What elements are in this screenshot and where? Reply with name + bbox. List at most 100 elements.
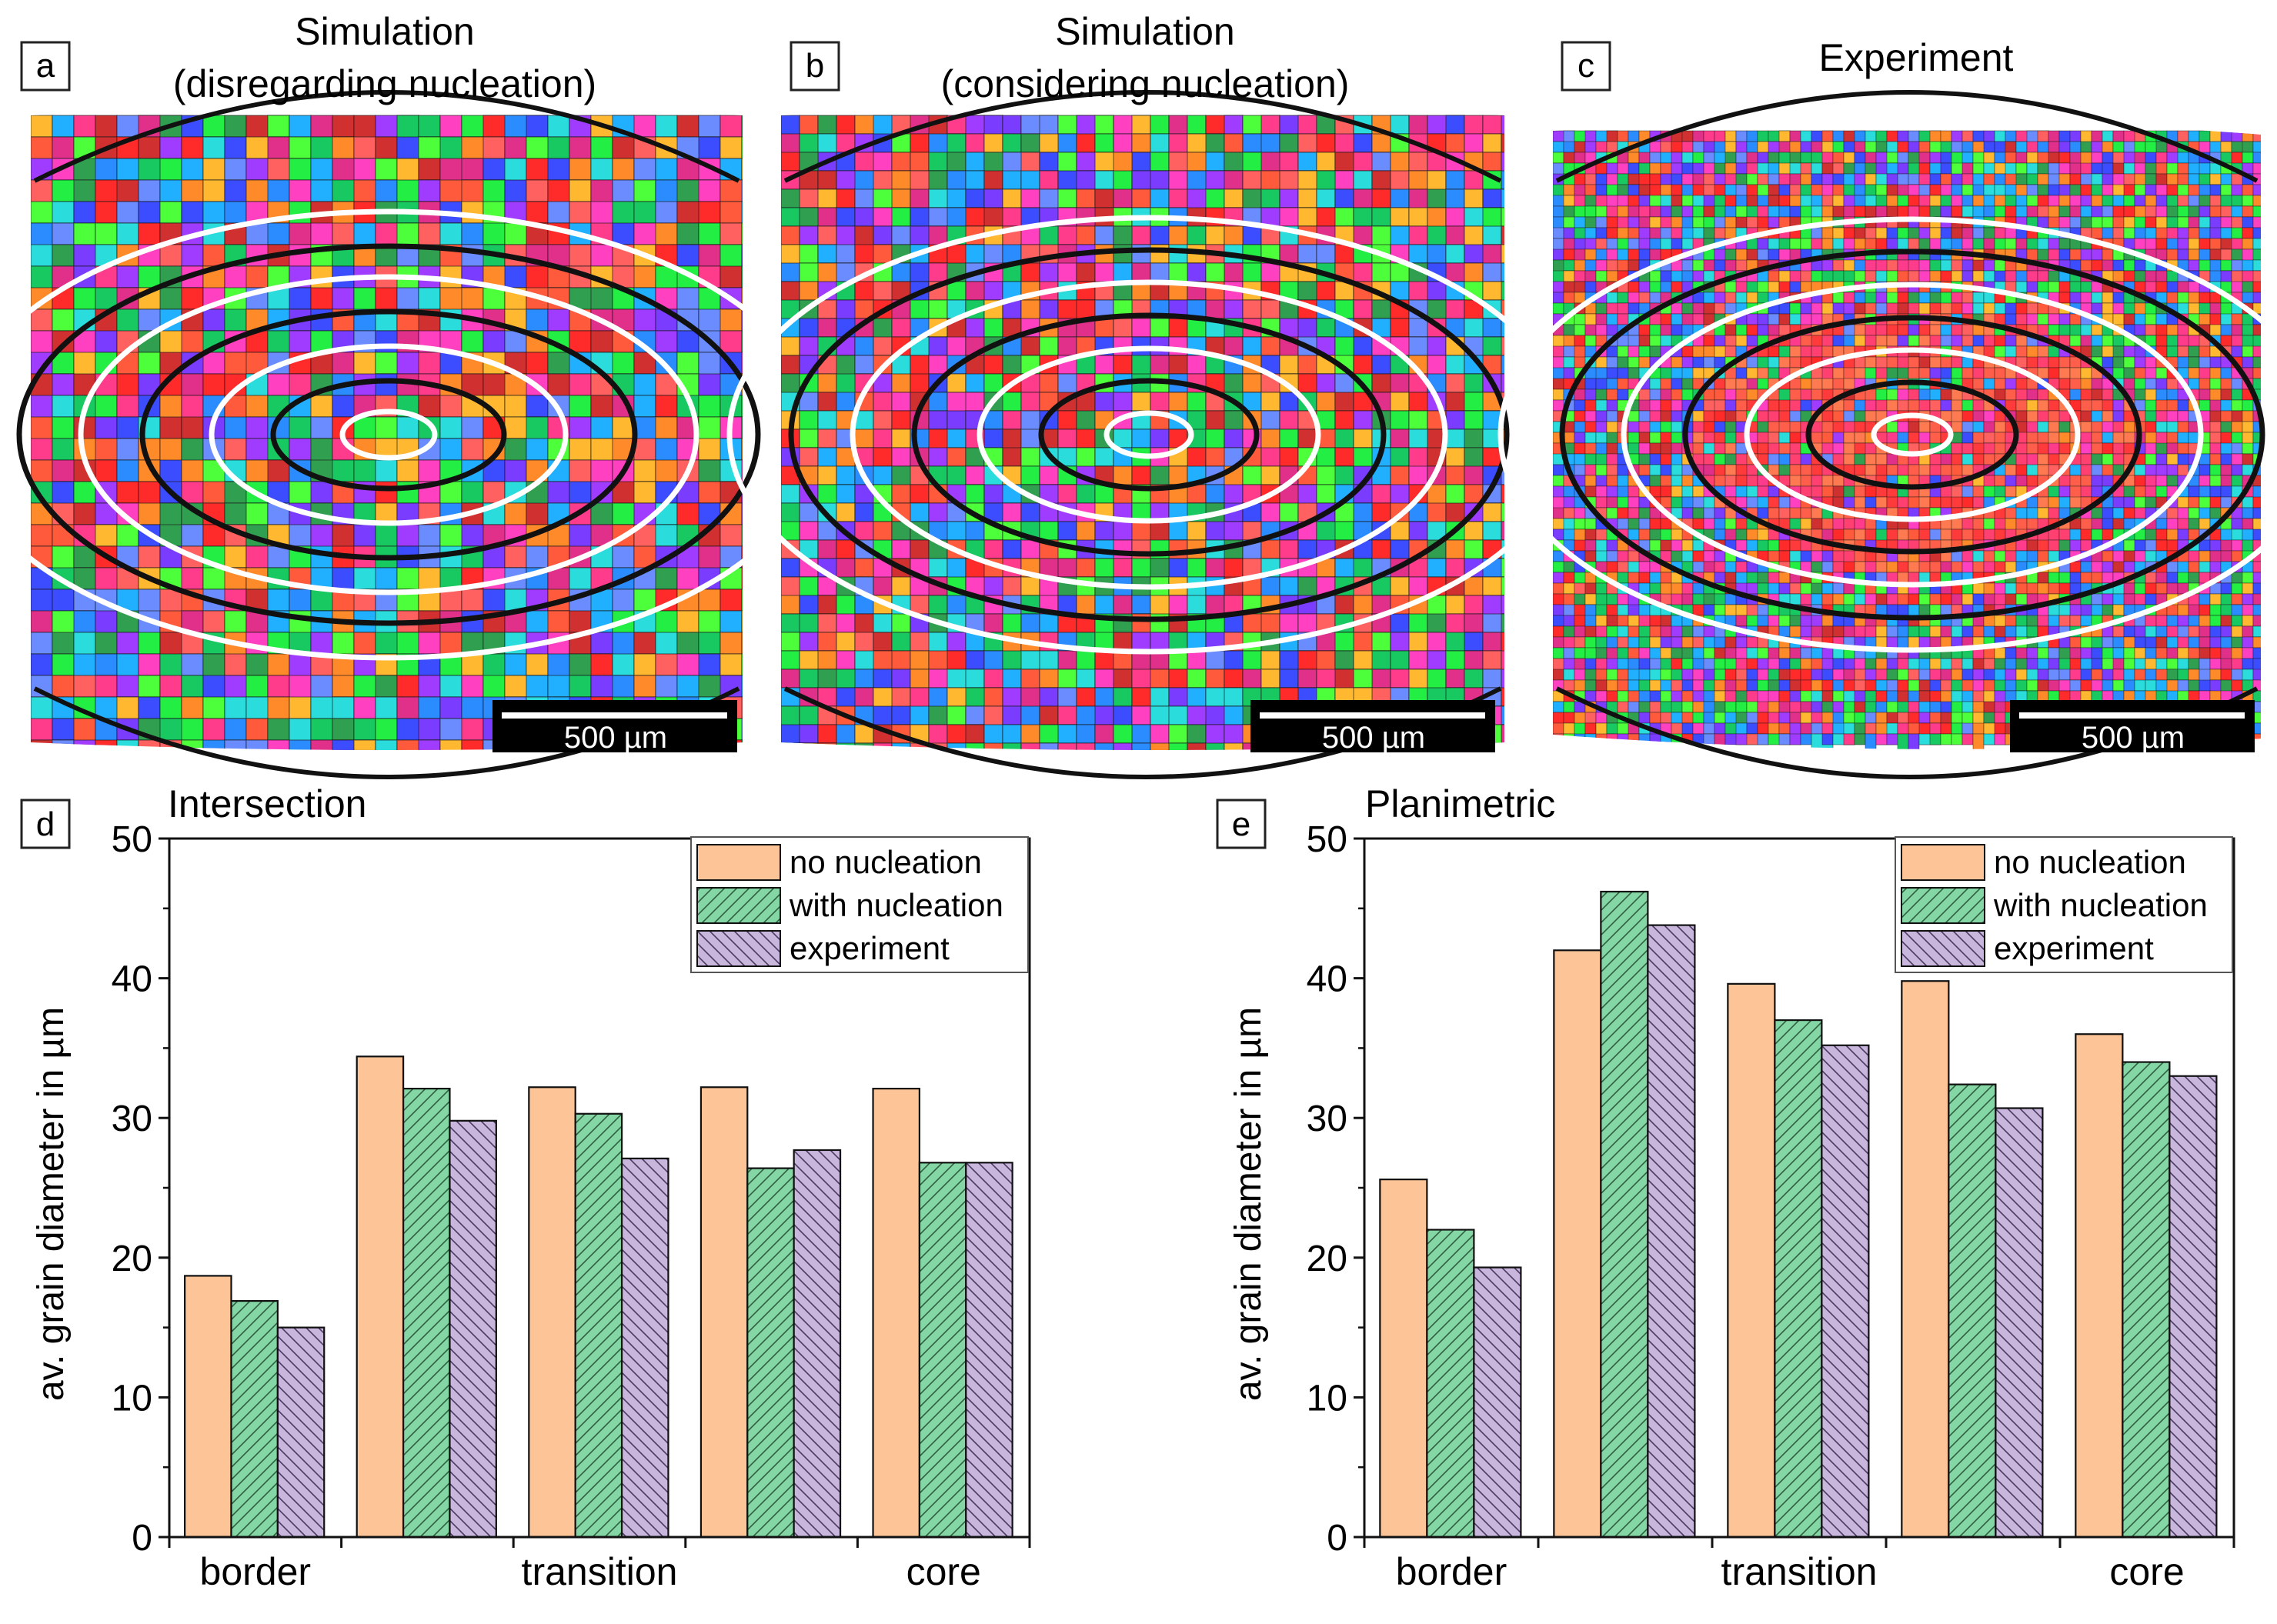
grain — [1501, 688, 1538, 706]
grain — [1833, 292, 1844, 303]
grain — [1693, 217, 1704, 228]
grain — [742, 568, 763, 611]
grain — [1714, 422, 1725, 432]
grain — [569, 245, 591, 266]
grain — [1844, 260, 1855, 271]
grain — [2253, 303, 2275, 314]
grain — [1898, 325, 1908, 335]
grain — [984, 134, 1003, 152]
grain — [1206, 743, 1224, 762]
grain — [1003, 411, 1021, 429]
grain — [1372, 632, 1391, 651]
grain — [1768, 411, 1779, 422]
grain — [2027, 400, 2038, 411]
grain — [203, 137, 225, 158]
grain — [1298, 614, 1317, 632]
grain — [1501, 706, 1520, 725]
grain — [892, 614, 910, 632]
grain — [1585, 174, 1596, 185]
grain — [1280, 355, 1298, 374]
grain — [2016, 142, 2027, 152]
grain — [2059, 249, 2070, 260]
grain — [1261, 614, 1280, 632]
grain — [2092, 249, 2102, 260]
grain — [1391, 189, 1409, 208]
grain — [1585, 389, 1596, 400]
grain — [1973, 422, 1984, 432]
grain — [1243, 171, 1261, 189]
grain — [742, 245, 763, 288]
grain — [182, 697, 203, 719]
grain — [910, 669, 929, 688]
grain — [1585, 335, 1596, 346]
grain — [203, 697, 225, 719]
grain — [2059, 422, 2070, 432]
grain — [1628, 217, 1639, 228]
grain — [1962, 238, 1973, 249]
grain — [1574, 389, 1585, 400]
grain — [2081, 529, 2092, 540]
grain — [2145, 497, 2156, 508]
grain — [2253, 131, 2264, 142]
grain — [2210, 497, 2221, 508]
grain — [800, 503, 818, 522]
grain — [966, 485, 984, 503]
grain — [1596, 206, 1607, 217]
grain — [1865, 271, 1876, 282]
grain — [1553, 292, 1564, 303]
grain — [656, 417, 677, 439]
grain — [1464, 134, 1483, 152]
grain — [354, 719, 376, 740]
grain — [2070, 163, 2081, 174]
grain — [1887, 335, 1898, 346]
grain — [1704, 357, 1714, 368]
grain — [419, 158, 440, 180]
grain — [1768, 486, 1779, 497]
grain — [1930, 152, 1941, 163]
grain — [1607, 400, 1618, 411]
grain — [1003, 115, 1021, 134]
grain — [1650, 411, 1661, 422]
grain — [1736, 131, 1747, 142]
grain — [2092, 519, 2102, 529]
grain — [1317, 374, 1335, 392]
grain — [1501, 559, 1520, 577]
grain — [1280, 245, 1298, 263]
grain — [1919, 152, 1930, 163]
grain — [1822, 346, 1833, 357]
grain — [1887, 465, 1898, 475]
grain — [2016, 163, 2027, 174]
grain — [1876, 185, 1887, 195]
grain — [800, 743, 836, 780]
grain — [2145, 325, 2156, 335]
grain — [1876, 271, 1887, 282]
grain — [2253, 249, 2264, 260]
grain — [1941, 142, 1951, 152]
grain — [2048, 271, 2059, 282]
grain — [1736, 260, 1747, 271]
grain — [376, 675, 397, 697]
grain — [947, 152, 966, 171]
grain — [2199, 228, 2210, 238]
grain — [1855, 519, 1865, 529]
grain — [2178, 131, 2189, 142]
grain — [947, 374, 966, 392]
grain — [1747, 152, 1758, 163]
grain — [1095, 171, 1113, 189]
grain — [1887, 185, 1898, 195]
grain — [1446, 559, 1464, 577]
grain — [1725, 152, 1736, 163]
grain — [1639, 335, 1650, 346]
grain — [1844, 185, 1855, 195]
grain — [1768, 346, 1779, 357]
grain — [1446, 355, 1464, 374]
grain — [1736, 400, 1747, 411]
grain — [1261, 300, 1280, 318]
grain — [2102, 185, 2113, 195]
grain — [1574, 465, 1585, 475]
grain — [1693, 163, 1704, 174]
grain — [2242, 497, 2253, 508]
grain — [2092, 432, 2102, 443]
grain — [1844, 228, 1855, 238]
grain — [1628, 152, 1639, 163]
